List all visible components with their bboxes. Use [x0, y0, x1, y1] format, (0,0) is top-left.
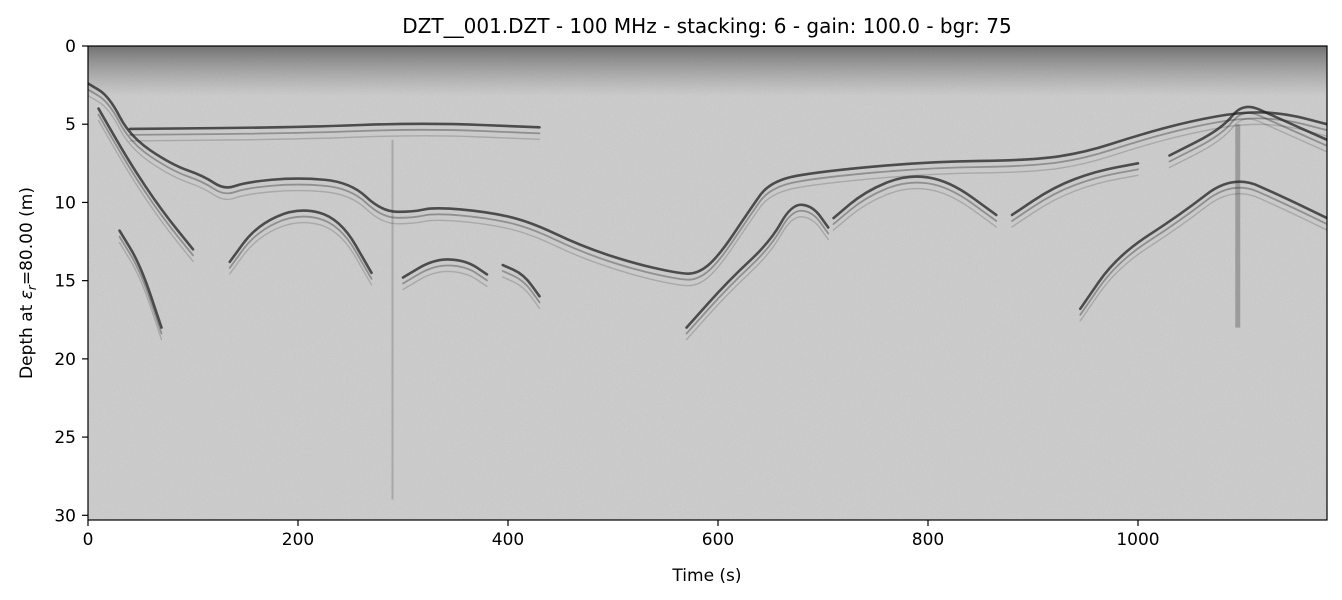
reflector-trace: [1168, 105, 1327, 157]
reflector-trace: [832, 175, 998, 220]
reflector-left-deep-tail: [118, 229, 163, 341]
reflector-trace: [97, 113, 194, 257]
plot-area: [88, 46, 1327, 520]
reflector-trace: [228, 215, 373, 280]
chart-title: DZT__001.DZT - 100 MHz - stacking: 6 - g…: [402, 14, 1011, 38]
x-tick-label: 800: [912, 530, 944, 550]
reflector-trace: [228, 209, 373, 275]
vertical-streaks: [391, 124, 1241, 500]
x-axis-label: Time (s): [671, 566, 741, 586]
y-axis-label: Depth at εr=80.00 (m): [17, 187, 39, 379]
reflector-trace: [501, 270, 541, 304]
reflector-hyperbola-1100-deep: [1078, 180, 1327, 322]
reflector-hyperbola-415: [501, 263, 541, 309]
reflector-trace: [118, 241, 163, 341]
reflector-trace: [1079, 186, 1327, 316]
reflector-trace: [1168, 112, 1327, 163]
reflector-trace: [97, 107, 195, 251]
reflector-hyperbola-780: [832, 175, 998, 231]
reflector-trace: [832, 181, 998, 225]
x-tick-label: 400: [492, 530, 524, 550]
reflector-trace: [1079, 193, 1327, 322]
reflector-layer: [88, 82, 1327, 341]
reflector-trace: [129, 135, 541, 142]
y-tick-label: 5: [65, 115, 76, 135]
reflector-hyperbola-960: [1010, 162, 1140, 228]
reflector-trace: [88, 82, 1327, 275]
reflector-trace: [128, 122, 541, 131]
y-axis-label-suffix: =80.00 (m): [17, 187, 37, 285]
surface-ringing-band: [88, 46, 1327, 96]
y-axis-label-subscript: r: [25, 284, 39, 290]
x-tick-label: 200: [282, 530, 314, 550]
reflector-trace: [88, 94, 1327, 287]
plot-frame: [87, 45, 1328, 521]
reflector-surface-left-slope: [88, 82, 1327, 287]
reflector-trace: [1168, 118, 1327, 169]
reflector-left-steep-fan: [97, 107, 195, 263]
y-tick-label: 0: [65, 37, 76, 57]
y-tick-label: 25: [54, 428, 76, 448]
reflector-trace: [129, 128, 541, 136]
reflector-trace: [402, 264, 488, 285]
x-tick-label: 1000: [1116, 530, 1159, 550]
y-axis-label-symbol: ε: [17, 290, 37, 299]
x-tick-label: 600: [702, 530, 734, 550]
reflector-hyperbola-200: [228, 209, 373, 286]
reflector-trace: [88, 88, 1327, 281]
radargram-noise: [88, 46, 1327, 520]
reflector-hyperbola-1100-mid: [1168, 105, 1327, 169]
reflector-trace: [402, 270, 488, 291]
reflector-trace: [832, 187, 997, 231]
reflector-trace: [97, 119, 194, 263]
reflector-trace: [685, 203, 830, 329]
reflector-trace: [229, 221, 373, 286]
y-axis: 0 5 10 15 20 25 30: [54, 37, 88, 526]
reflector-trace: [1078, 180, 1327, 311]
reflector-trace: [118, 229, 163, 329]
reflector-trace: [1011, 168, 1139, 222]
reflector-trace: [501, 263, 541, 298]
reflector-shallow-flat-line: [128, 122, 541, 142]
reflector-trace: [118, 235, 163, 335]
reflector-hyperbola-330: [401, 258, 489, 291]
y-tick-label: 10: [54, 193, 76, 213]
x-tick-label: 0: [83, 530, 94, 550]
reflector-trace: [685, 216, 829, 341]
reflector-trace: [1010, 162, 1140, 217]
x-axis: 0 200 400 600 800 1000: [83, 520, 1160, 550]
reflector-trace: [1011, 174, 1139, 228]
reflector-trace: [685, 209, 830, 335]
reflector-trace: [401, 258, 489, 279]
y-axis-label-prefix: Depth at: [17, 299, 37, 379]
reflector-trace: [502, 276, 541, 309]
y-tick-label: 30: [54, 506, 76, 526]
y-tick-label: 20: [54, 350, 76, 370]
reflector-rise-600-deep: [685, 203, 830, 341]
y-tick-label: 15: [54, 272, 76, 292]
